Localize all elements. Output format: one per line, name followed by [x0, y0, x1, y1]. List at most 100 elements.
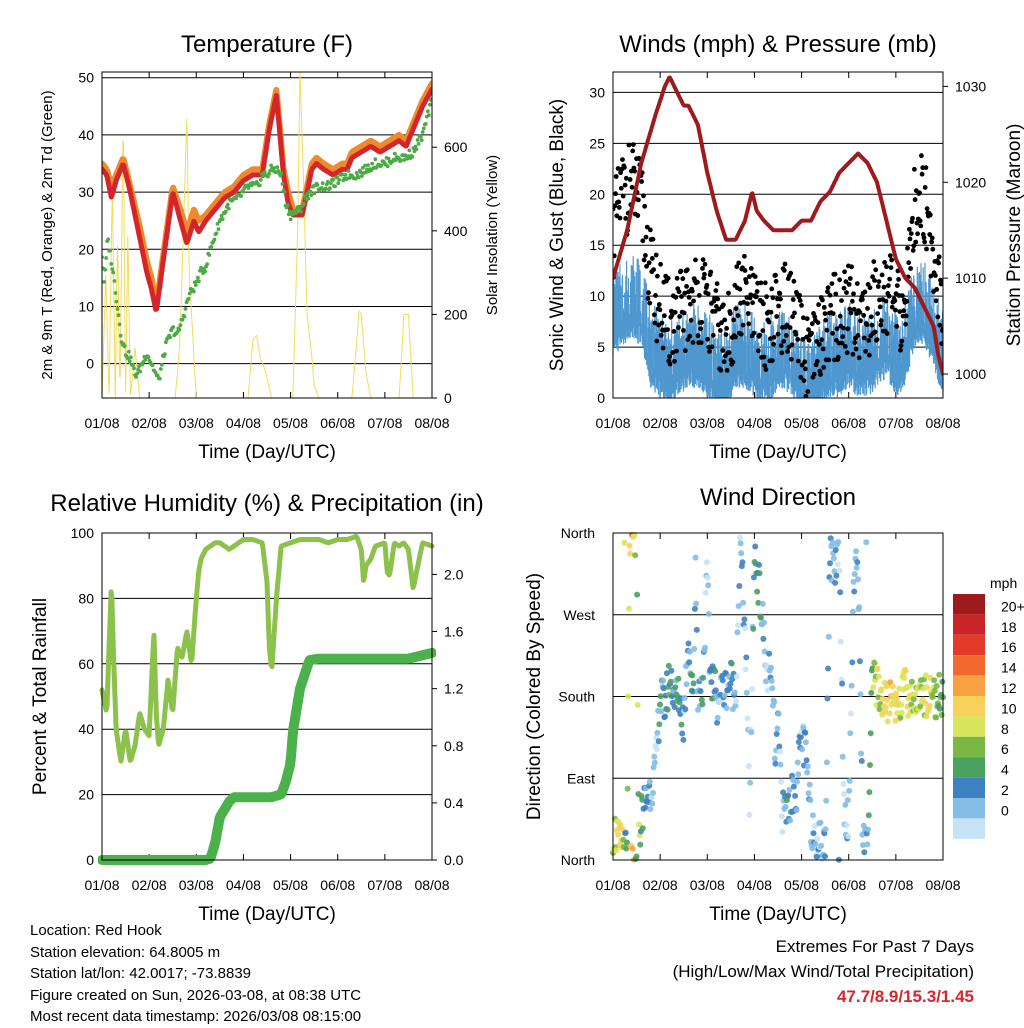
- wind-gust-point: [797, 292, 802, 298]
- dir-point: [898, 701, 905, 708]
- wind-gust-point: [819, 337, 825, 343]
- dir-point: [665, 662, 672, 669]
- wind-gust-point: [898, 347, 903, 353]
- wind-gust-point: [894, 324, 900, 329]
- temp-dewpoint-point: [219, 213, 224, 218]
- temp-ytick-label: 10: [78, 298, 94, 314]
- temp-dewpoint-point: [360, 174, 364, 178]
- wind-gust-point: [643, 253, 648, 258]
- dir-point: [675, 675, 682, 682]
- dir-point: [835, 539, 842, 545]
- temp-dewpoint-point: [246, 186, 251, 190]
- wind-gust-point: [762, 363, 768, 368]
- wind-gust-point: [906, 260, 912, 266]
- wind-gust-point: [858, 318, 863, 324]
- wind-gust-point: [835, 354, 841, 360]
- wind-gust-point: [620, 157, 625, 163]
- temp-dewpoint-point: [114, 299, 119, 304]
- temp-dewpoint-point: [335, 175, 339, 180]
- temp-dewpoint-point: [205, 262, 210, 266]
- rh-y2tick-label: 1.6: [444, 624, 464, 640]
- rh-y2tick-label: 0.0: [444, 852, 464, 868]
- dir-point: [807, 797, 814, 804]
- dir-point: [774, 725, 781, 732]
- dir-legend-label: 4: [1001, 762, 1009, 778]
- dir-point: [931, 687, 938, 694]
- temp-ytick-label: 40: [78, 127, 94, 143]
- dir-point: [692, 554, 699, 561]
- wind-gust-point: [747, 274, 752, 280]
- wind-gust-point: [665, 275, 671, 281]
- wind-gust-point: [856, 355, 862, 361]
- dir-point: [936, 671, 943, 678]
- wind-gust-point: [699, 319, 705, 325]
- rh-ylabel: Percent & Total Rainfall: [30, 598, 51, 795]
- wind-gust-point: [700, 257, 706, 263]
- temp-dewpoint-point: [258, 178, 263, 182]
- dir-point: [636, 821, 642, 828]
- extremes-subtitle: (High/Low/Max Wind/Total Precipitation): [672, 962, 974, 981]
- dir-point: [743, 689, 750, 696]
- dir-point: [704, 574, 711, 581]
- temp-dewpoint-point: [275, 165, 280, 170]
- wind-gust-point: [752, 274, 758, 279]
- dir-legend-swatch: [953, 777, 985, 798]
- wind-gust-point: [899, 338, 905, 344]
- wind-gust-point: [622, 165, 627, 170]
- wind-gust-point: [641, 193, 646, 199]
- temp-dewpoint-point: [171, 325, 176, 329]
- dir-point: [656, 721, 663, 728]
- wind-gust-point: [728, 311, 733, 316]
- temp-dewpoint-point: [299, 209, 303, 214]
- temp-plot-area: [102, 72, 432, 398]
- wind-gust-point: [659, 320, 665, 326]
- wind-gust-point: [616, 199, 622, 205]
- temp-dewpoint-point: [215, 222, 220, 226]
- wind-gust-point: [726, 290, 731, 296]
- temp-dewpoint-point: [337, 178, 342, 182]
- dir-point: [621, 539, 628, 546]
- wind-gust-point: [908, 266, 913, 271]
- dir-point: [664, 706, 671, 713]
- wind-gust-point: [862, 289, 868, 295]
- dir-point: [745, 763, 752, 770]
- temp-dewpoint-point: [134, 375, 138, 379]
- dir-point: [825, 633, 832, 640]
- wind-gust-point: [851, 306, 857, 312]
- wind-gust-point: [837, 277, 842, 283]
- wind-gust-point: [698, 340, 704, 345]
- dir-point: [867, 762, 873, 768]
- wind-gust-point: [724, 368, 730, 373]
- wind-gust-point: [644, 263, 649, 269]
- dir-point: [755, 599, 762, 606]
- temp-dewpoint-point: [294, 211, 298, 216]
- temp-dewpoint-series: [102, 97, 432, 381]
- wind-gust-point: [748, 292, 754, 298]
- extremes-box: Extremes For Past 7 Days (High/Low/Max W…: [554, 934, 974, 1009]
- wind-xtick-label: 07/08: [878, 415, 913, 431]
- temp-dewpoint-point: [418, 134, 423, 139]
- temp-dewpoint-point: [209, 244, 214, 249]
- wind-gust-point: [805, 389, 811, 394]
- wind-gust-point: [843, 279, 849, 284]
- dir-point: [853, 548, 860, 555]
- wind-gust-point: [617, 215, 623, 221]
- dir-point: [735, 622, 741, 629]
- wind-gust-point: [929, 235, 935, 241]
- wind-gust-point: [850, 351, 856, 357]
- dir-point: [637, 841, 644, 848]
- wind-gust-point: [812, 314, 818, 320]
- wind-gust-point: [825, 289, 830, 295]
- wind-gust-point: [939, 341, 943, 346]
- wind-gust-point: [785, 349, 790, 354]
- dir-point: [908, 678, 915, 685]
- dir-point: [625, 693, 632, 700]
- dir-point: [690, 680, 697, 687]
- wind-gust-point: [919, 171, 925, 177]
- wind-gust-point: [929, 239, 934, 245]
- wind-gust-point: [693, 257, 698, 263]
- wind-gust-point: [905, 245, 910, 251]
- dir-legend-label: 20+: [1001, 598, 1024, 614]
- wind-gust-point: [903, 313, 909, 319]
